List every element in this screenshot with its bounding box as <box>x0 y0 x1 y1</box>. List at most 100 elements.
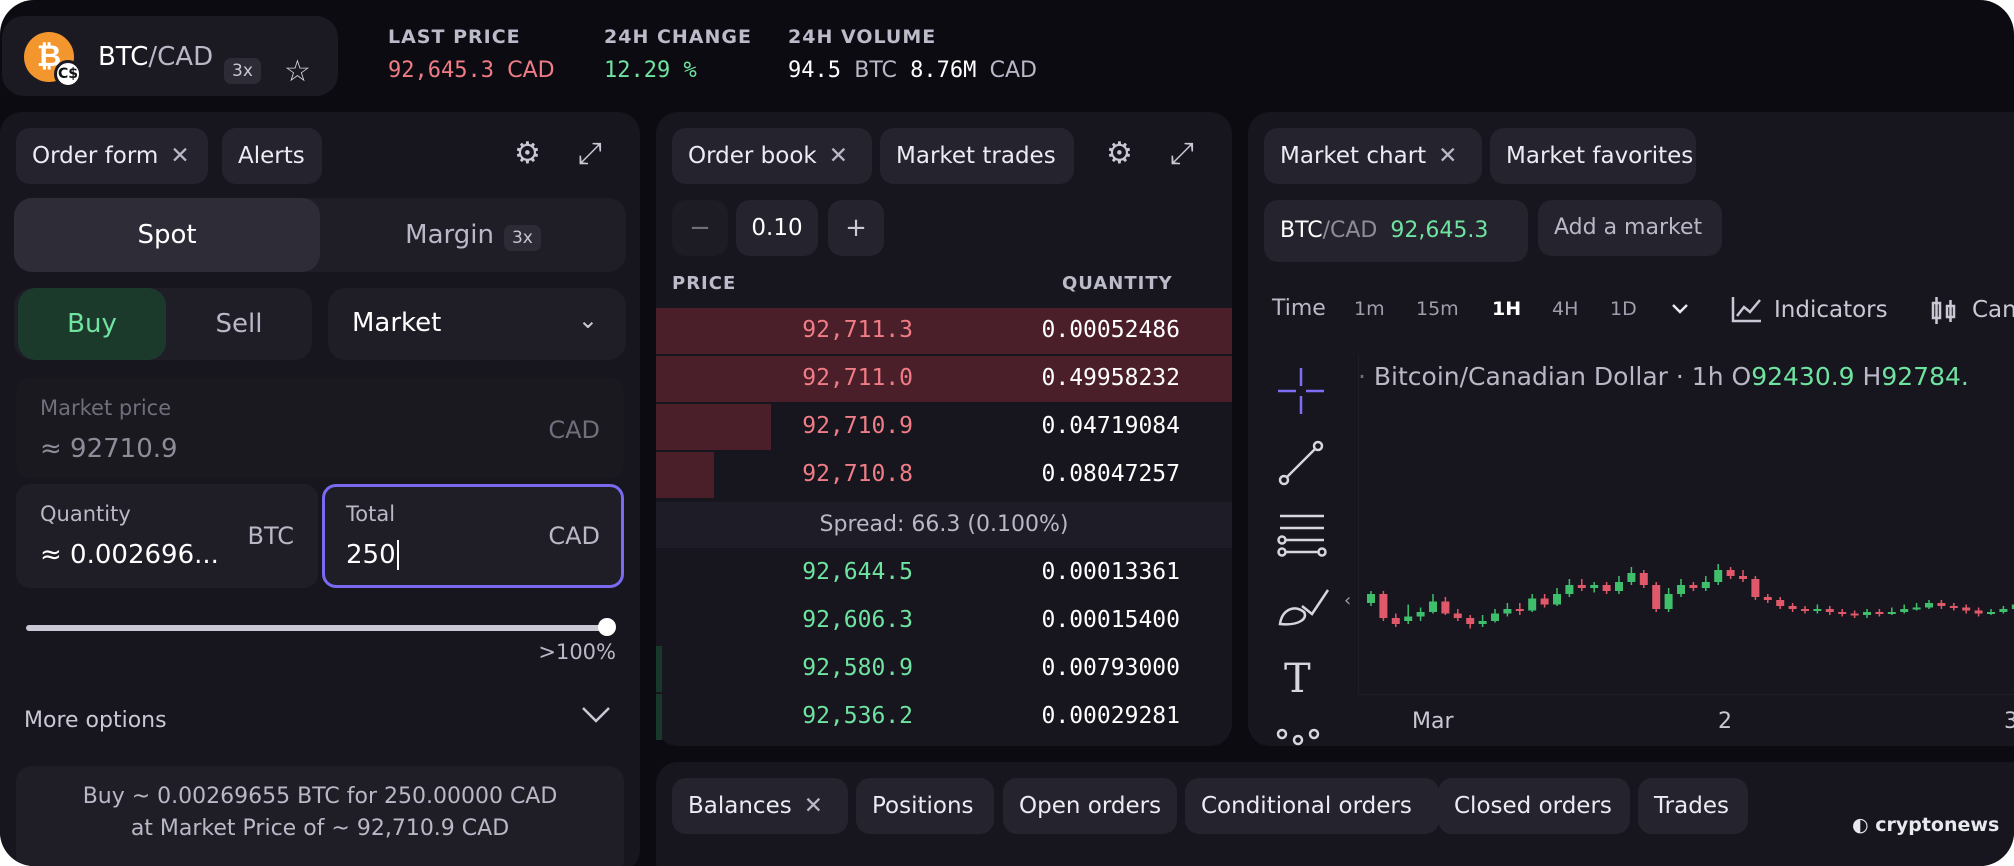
tf-1m[interactable]: 1m <box>1354 298 1385 320</box>
slider-handle[interactable] <box>598 618 616 636</box>
text-cursor <box>396 540 399 570</box>
settings-icon[interactable]: ⚙ <box>1106 136 1133 171</box>
expand-icon[interactable]: ⤢ <box>578 136 602 171</box>
pair-selector[interactable]: ₿ C$ BTC/CAD 3x ☆ <box>2 16 338 96</box>
total-input[interactable]: 250 <box>346 540 399 570</box>
add-market-button[interactable]: Add a market <box>1538 200 1722 256</box>
decrease-step-button[interactable]: − <box>672 200 728 256</box>
close-icon[interactable]: ✕ <box>828 143 849 169</box>
settings-icon[interactable]: ⚙ <box>514 136 541 171</box>
ask-row[interactable]: 92,711.3 0.00052486 <box>656 308 1232 354</box>
total-field[interactable]: Total 250 CAD <box>322 484 624 588</box>
tab-alerts[interactable]: Alerts <box>222 128 322 184</box>
ask-depth-bar <box>656 356 1232 402</box>
candle-down <box>1974 610 1983 614</box>
bid-row[interactable]: 92,536.2 0.00029281 <box>656 694 1232 740</box>
tab-order-book[interactable]: Order book ✕ <box>672 128 872 184</box>
close-icon[interactable]: ✕ <box>803 793 823 819</box>
increase-step-button[interactable]: + <box>828 200 884 256</box>
buy-button[interactable]: Buy <box>18 288 166 360</box>
tab-order-form[interactable]: Order form ✕ <box>16 128 208 184</box>
pair-base: BTC <box>98 42 149 72</box>
tf-15m[interactable]: 15m <box>1416 298 1459 320</box>
ask-depth-bar <box>656 404 772 450</box>
ask-quantity: 0.00052486 <box>1041 317 1180 343</box>
fib-retracement-icon[interactable] <box>1276 508 1328 562</box>
tab-market-favorites[interactable]: Market favorites <box>1490 128 1696 184</box>
bid-depth-bar <box>656 694 662 740</box>
favorite-star-icon[interactable]: ☆ <box>284 54 311 89</box>
spread-indicator: Spread: 66.3 (0.100%) <box>656 502 1232 548</box>
chart-canvas[interactable] <box>1358 354 2014 694</box>
x-tick-mar: Mar <box>1412 709 1454 734</box>
tab-conditional-orders[interactable]: Conditional orders <box>1185 778 1439 834</box>
tf-1h[interactable]: 1H <box>1492 298 1522 320</box>
bid-price: 92,536.2 <box>802 703 913 729</box>
candles-button[interactable]: Can <box>1972 297 2014 323</box>
market-price-unit: CAD <box>548 416 600 444</box>
ask-row[interactable]: 92,710.9 0.04719084 <box>656 404 1232 450</box>
time-axis: Mar 2 3 <box>1358 694 2014 746</box>
candle-up <box>1627 573 1636 582</box>
tab-market-chart[interactable]: Market chart ✕ <box>1264 128 1482 184</box>
candle-up <box>1987 612 1995 614</box>
tf-1d[interactable]: 1D <box>1610 298 1637 320</box>
candle-up <box>1887 612 1896 614</box>
chevron-down-icon[interactable] <box>1668 296 1692 324</box>
slider-percent-label: >100% <box>538 640 616 664</box>
candle-up <box>1714 570 1723 582</box>
candles-icon[interactable] <box>1930 294 1958 330</box>
trend-line-icon[interactable] <box>1276 438 1326 492</box>
bid-row[interactable]: 92,644.5 0.00013361 <box>656 550 1232 596</box>
candle-down <box>1739 576 1747 579</box>
close-icon[interactable]: ✕ <box>170 143 190 169</box>
leverage-badge: 3x <box>224 58 261 84</box>
tab-balances-label: Balances <box>688 793 792 819</box>
tab-market-trades[interactable]: Market trades <box>880 128 1074 184</box>
candle-up <box>1664 594 1673 609</box>
more-options-label[interactable]: More options <box>24 708 167 733</box>
candle-up <box>1701 582 1710 588</box>
order-summary: Buy ~ 0.00269655 BTC for 250.00000 CAD a… <box>16 766 624 866</box>
brush-icon[interactable] <box>1276 584 1330 636</box>
tab-positions[interactable]: Positions <box>856 778 994 834</box>
candle-down <box>1466 618 1475 624</box>
collapse-toolbar-icon[interactable]: ‹ <box>1344 590 1352 611</box>
quantity-unit: BTC <box>247 522 294 550</box>
pair-name: BTC/CAD <box>98 42 213 72</box>
expand-icon[interactable]: ⤢ <box>1170 136 1194 171</box>
ask-row[interactable]: 92,711.0 0.49958232 <box>656 356 1232 402</box>
candle-down <box>1751 579 1760 597</box>
spot-button[interactable]: Spot <box>14 198 320 272</box>
candle-down <box>1962 607 1971 611</box>
bid-row[interactable]: 92,606.3 0.00015400 <box>656 598 1232 644</box>
candle-up <box>1416 612 1425 617</box>
crosshair-icon[interactable] <box>1276 366 1326 420</box>
ask-row[interactable]: 92,710.8 0.08047257 <box>656 452 1232 498</box>
chevron-down-icon[interactable] <box>580 702 612 730</box>
market-price-field: Market price ≈ 92710.9 CAD <box>16 378 624 478</box>
chart-title: Bitcoin/Canadian Dollar · 1h <box>1373 362 1724 391</box>
candle-down <box>1652 585 1661 609</box>
tab-open-orders[interactable]: Open orders <box>1003 778 1177 834</box>
path-tool-icon[interactable] <box>1276 724 1320 750</box>
margin-button[interactable]: Margin 3x <box>320 198 626 272</box>
buy-sell-toggle: Buy Sell <box>14 288 312 360</box>
tab-closed-orders[interactable]: Closed orders <box>1438 778 1630 834</box>
bid-row[interactable]: 92,580.9 0.00793000 <box>656 646 1232 692</box>
order-type-select[interactable]: Market ⌄ <box>328 288 626 360</box>
tf-4h[interactable]: 4H <box>1552 298 1579 320</box>
indicators-button[interactable]: Indicators <box>1774 297 1888 323</box>
sell-button[interactable]: Sell <box>215 309 263 339</box>
quantity-field[interactable]: Quantity ≈ 0.002696... BTC <box>16 484 318 588</box>
text-tool-icon[interactable]: T <box>1284 656 1311 702</box>
tab-trades[interactable]: Trades <box>1638 778 1748 834</box>
close-icon[interactable]: ✕ <box>1438 143 1458 169</box>
indicators-icon[interactable] <box>1730 294 1764 328</box>
chart-market-price: 92,645.3 <box>1390 218 1489 243</box>
amount-slider[interactable] <box>26 625 608 631</box>
tab-balances[interactable]: Balances ✕ <box>672 778 848 834</box>
step-value[interactable]: 0.10 <box>736 200 818 256</box>
market-price-label: Market price <box>40 396 172 420</box>
chart-market-chip[interactable]: BTC/CAD 92,645.3 <box>1264 200 1528 262</box>
